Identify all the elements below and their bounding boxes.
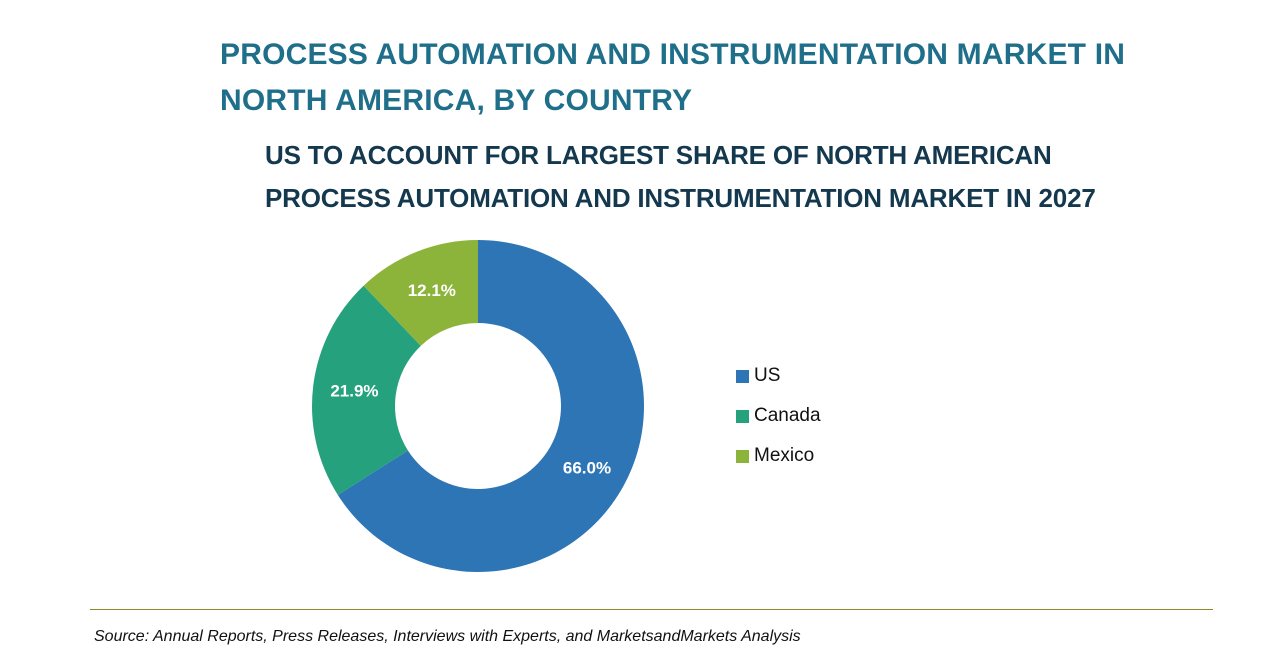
- legend-label-mexico: Mexico: [754, 445, 815, 466]
- donut-slice-mexico: [363, 240, 478, 346]
- legend-label-us: US: [754, 365, 781, 386]
- data-label-mexico: 12.1%: [408, 281, 456, 300]
- source-note: Source: Annual Reports, Press Releases, …: [94, 628, 801, 645]
- legend-swatch-us: [736, 369, 749, 383]
- legend-label-canada: Canada: [754, 405, 821, 426]
- donut-slice-canada: [311, 285, 421, 495]
- chart-subtitle: US TO ACCOUNT FOR LARGEST SHARE OF NORTH…: [265, 140, 1096, 213]
- chart-legend: US Canada Mexico: [736, 356, 821, 476]
- legend-item-mexico: Mexico: [736, 436, 821, 476]
- legend-swatch-canada: [736, 409, 749, 423]
- data-label-canada: 21.9%: [330, 381, 378, 400]
- chart-title: PROCESS AUTOMATION AND INSTRUMENTATION M…: [220, 38, 1126, 117]
- footer-divider: [90, 609, 1213, 610]
- legend-item-us: US: [736, 356, 821, 396]
- data-label-us: 66.0%: [563, 459, 611, 478]
- legend-item-canada: Canada: [736, 396, 821, 436]
- donut-slice-us: [337, 240, 644, 573]
- legend-swatch-mexico: [736, 449, 749, 463]
